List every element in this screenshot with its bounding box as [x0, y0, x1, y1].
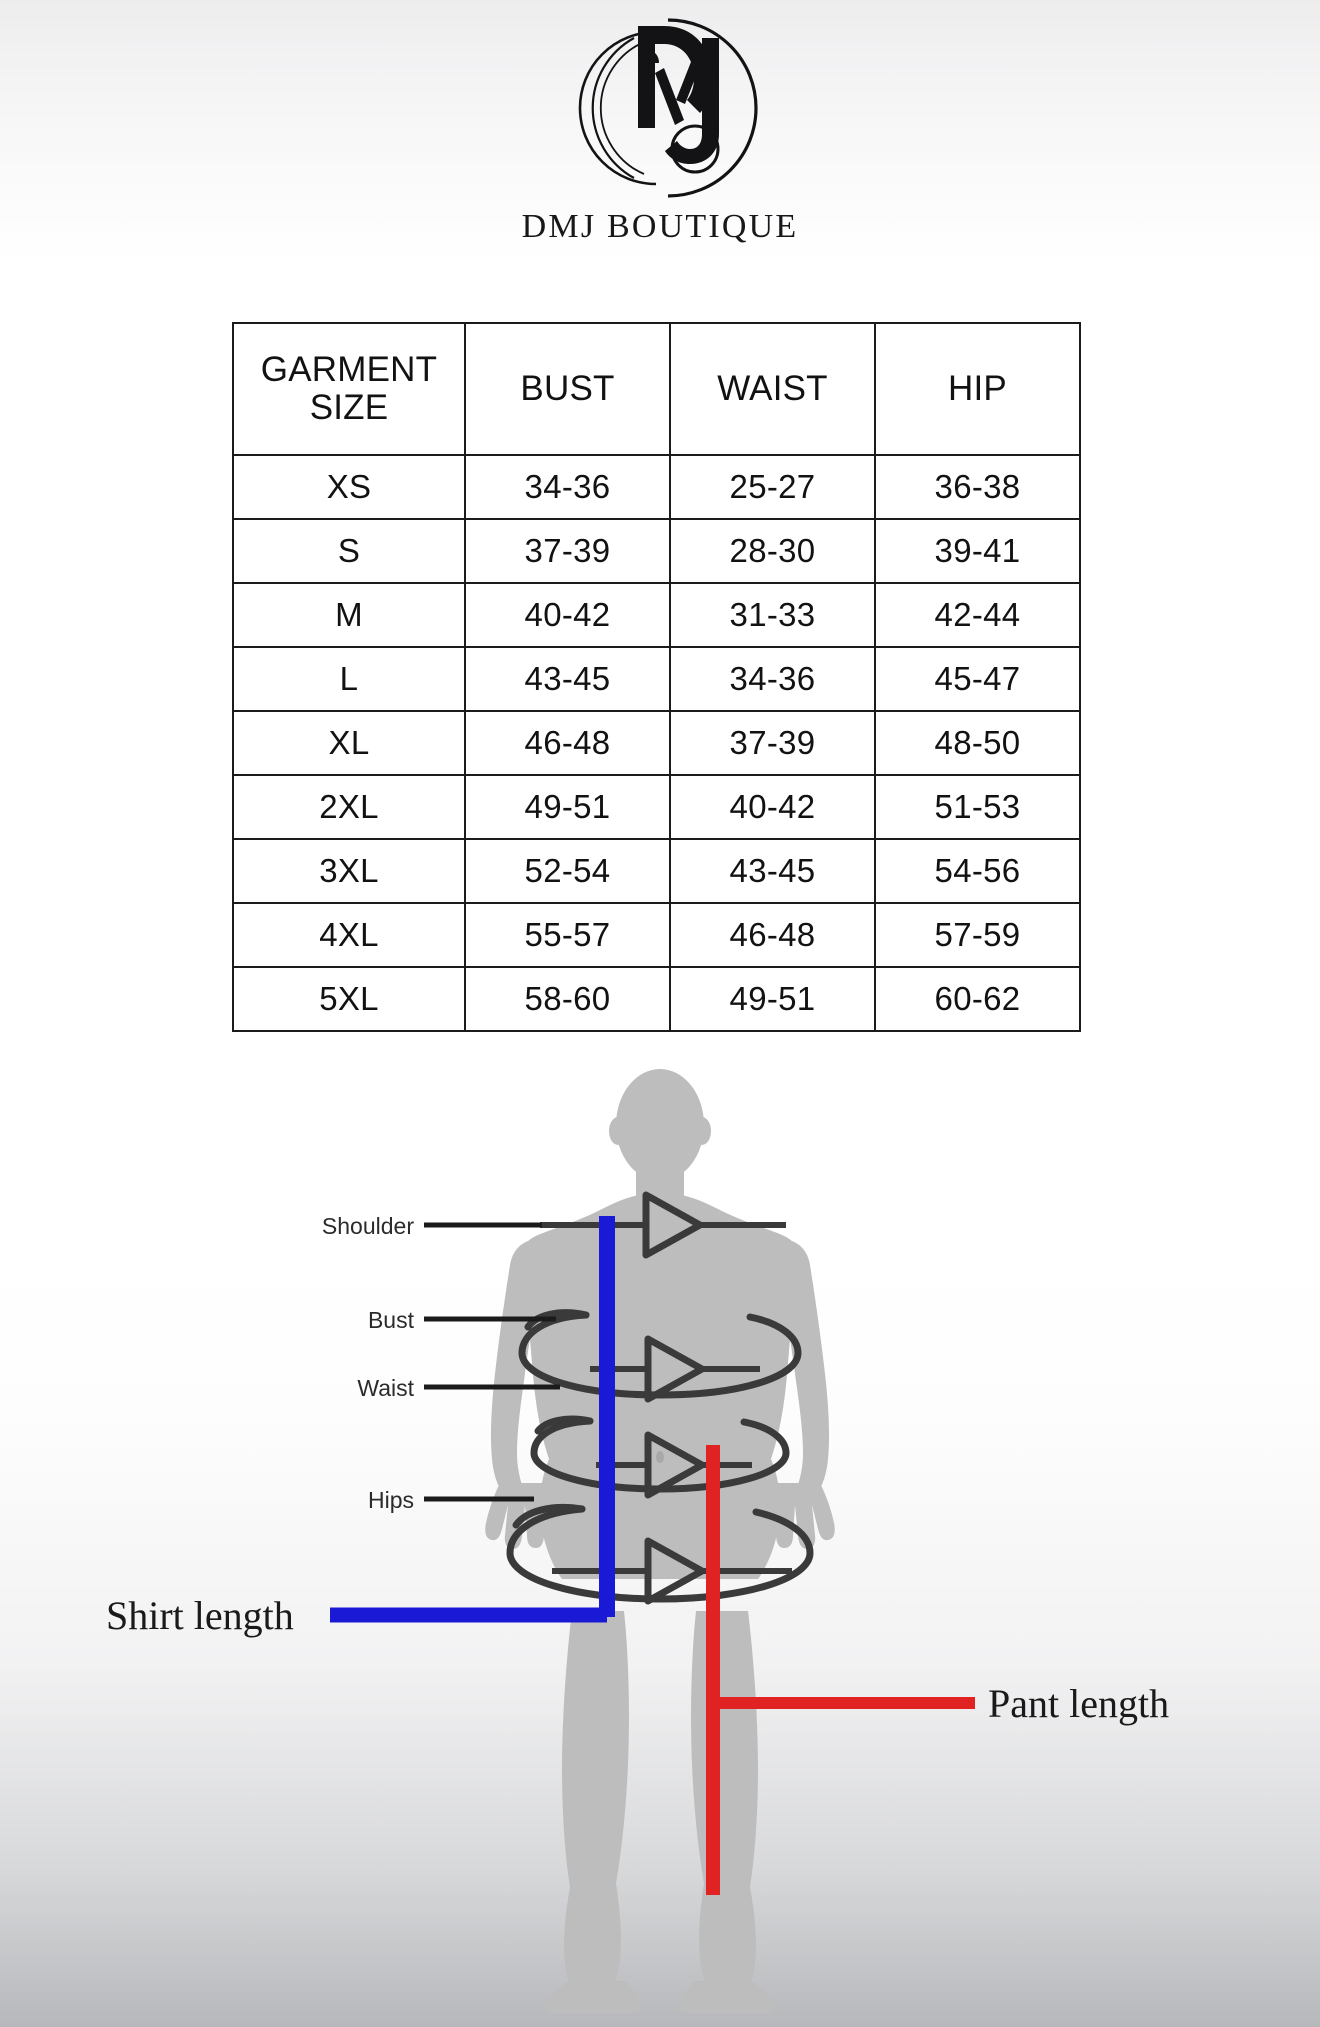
body-diagram-svg [330, 1069, 975, 2013]
cell-size: 4XL [232, 902, 466, 968]
cell-waist: 34-36 [669, 646, 876, 712]
cell-hip: 60-62 [874, 966, 1081, 1032]
cell-hip: 36-38 [874, 454, 1081, 520]
cell-size: S [232, 518, 466, 584]
cell-bust: 37-39 [464, 518, 671, 584]
hips-arrow-head [644, 1537, 706, 1605]
cell-size: 5XL [232, 966, 466, 1032]
table-row: 5XL 58-60 49-51 60-62 [232, 966, 1081, 1032]
measurement-diagram: Shoulder Bust Waist Hips Shirt length Pa… [0, 1065, 1320, 2027]
table-row: XS 34-36 25-27 36-38 [232, 454, 1081, 520]
shoulder-arrow-head [642, 1191, 704, 1259]
table-row: S 37-39 28-30 39-41 [232, 518, 1081, 584]
cell-hip: 48-50 [874, 710, 1081, 776]
cell-bust: 49-51 [464, 774, 671, 840]
header-line-1: GARMENT [260, 349, 438, 389]
table-row: 4XL 55-57 46-48 57-59 [232, 902, 1081, 968]
cell-size: XL [232, 710, 466, 776]
bust-arrow-head [644, 1335, 706, 1403]
cell-size: 3XL [232, 838, 466, 904]
cell-bust: 55-57 [464, 902, 671, 968]
cell-hip: 54-56 [874, 838, 1081, 904]
cell-hip: 51-53 [874, 774, 1081, 840]
table-row: M 40-42 31-33 42-44 [232, 582, 1081, 648]
label-bust: Bust [367, 1307, 414, 1333]
table-row: XL 46-48 37-39 48-50 [232, 710, 1081, 776]
label-waist: Waist [357, 1375, 414, 1401]
cell-waist: 46-48 [669, 902, 876, 968]
cell-bust: 58-60 [464, 966, 671, 1032]
female-body-silhouette [485, 1069, 835, 2013]
brand-name: DMJ BOUTIQUE [521, 208, 799, 245]
cell-waist: 49-51 [669, 966, 876, 1032]
cell-size: XS [232, 454, 466, 520]
cell-waist: 25-27 [669, 454, 876, 520]
cell-bust: 40-42 [464, 582, 671, 648]
label-shirt-length: Shirt length [106, 1593, 294, 1638]
size-chart-table: GARMENT SIZE BUST WAIST HIP XS 34-36 25-… [232, 322, 1081, 1032]
cell-waist: 37-39 [669, 710, 876, 776]
cell-size: M [232, 582, 466, 648]
column-header-waist: WAIST [669, 322, 876, 456]
dmj-monogram-logo [578, 18, 758, 198]
cell-hip: 57-59 [874, 902, 1081, 968]
table-header-row: GARMENT SIZE BUST WAIST HIP [232, 322, 1081, 456]
column-header-bust: BUST [464, 322, 671, 456]
label-pant-length: Pant length [988, 1681, 1170, 1726]
cell-waist: 31-33 [669, 582, 876, 648]
table-row: 3XL 52-54 43-45 54-56 [232, 838, 1081, 904]
cell-bust: 34-36 [464, 454, 671, 520]
cell-waist: 43-45 [669, 838, 876, 904]
cell-waist: 40-42 [669, 774, 876, 840]
shirt-length-indicator [330, 1216, 615, 1623]
cell-size: 2XL [232, 774, 466, 840]
table-row: L 43-45 34-36 45-47 [232, 646, 1081, 712]
hips-measure-ellipse [506, 1503, 814, 1603]
label-hips: Hips [367, 1487, 414, 1513]
cell-bust: 46-48 [464, 710, 671, 776]
brand-header: DMJ BOUTIQUE [0, 8, 1320, 244]
cell-waist: 28-30 [669, 518, 876, 584]
column-header-garment-size: GARMENT SIZE [232, 322, 466, 456]
table-row: 2XL 49-51 40-42 51-53 [232, 774, 1081, 840]
size-chart-container: GARMENT SIZE BUST WAIST HIP XS 34-36 25-… [232, 322, 1081, 1032]
cell-bust: 43-45 [464, 646, 671, 712]
label-shoulder: Shoulder [321, 1213, 414, 1239]
header-line-2: SIZE [309, 388, 389, 427]
cell-hip: 39-41 [874, 518, 1081, 584]
cell-hip: 42-44 [874, 582, 1081, 648]
column-header-hip: HIP [874, 322, 1081, 456]
cell-hip: 45-47 [874, 646, 1081, 712]
waist-arrow-head [644, 1431, 706, 1499]
pant-length-indicator [706, 1445, 975, 1895]
cell-size: L [232, 646, 466, 712]
cell-bust: 52-54 [464, 838, 671, 904]
